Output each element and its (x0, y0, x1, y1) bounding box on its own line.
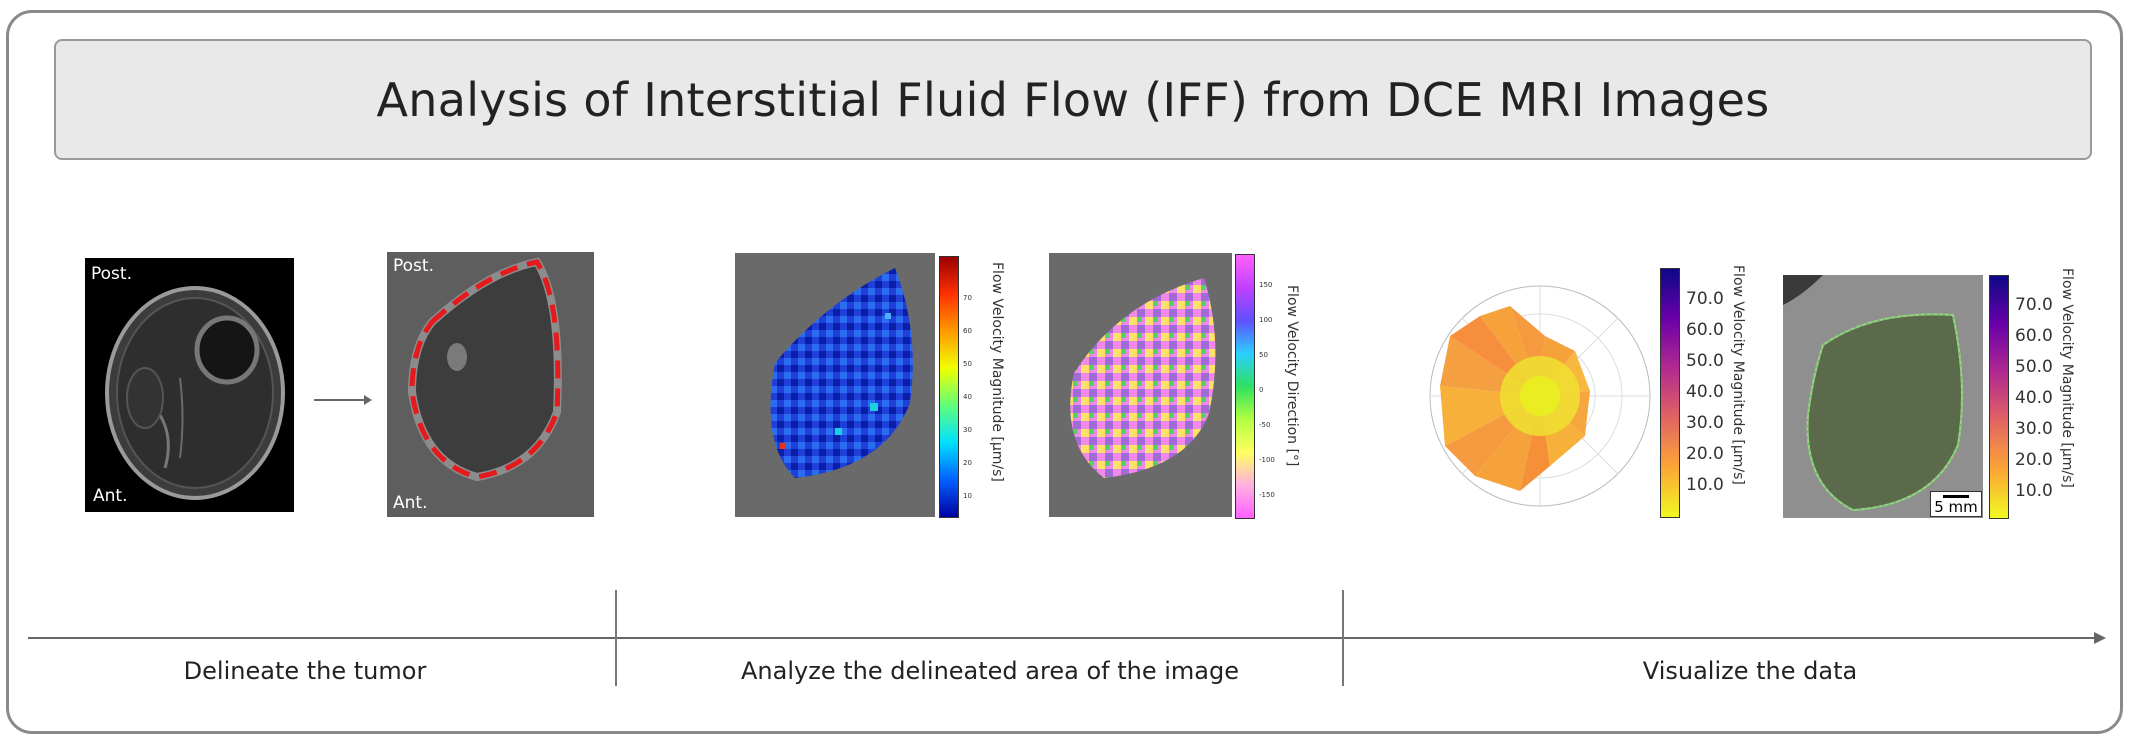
tick-label: 70 (963, 294, 972, 302)
polar-magnitude-colorbar (1660, 268, 1680, 518)
mri-full-image: Post. Ant. (85, 258, 294, 512)
tick-label: 20.0 (2015, 450, 2053, 470)
direction-map-graphic (1070, 278, 1216, 478)
brain-scan-graphic (105, 286, 285, 500)
stage-divider (1342, 590, 1344, 686)
tick-label: 40.0 (1686, 382, 1724, 402)
overlay-vector-graphic (1783, 275, 1983, 518)
anterior-label: Ant. (393, 493, 428, 513)
tick-label: 20.0 (1686, 444, 1724, 464)
tick-label: 40.0 (2015, 388, 2053, 408)
tick-label: 50 (1259, 351, 1268, 359)
direction-colorbar (1235, 254, 1255, 519)
mri-crop-image: Post. Ant. (387, 252, 594, 517)
magnitude-heatmap-graphic (770, 268, 913, 478)
tick-label: 30.0 (2015, 419, 2053, 439)
overlay-colorbar-label: Flow Velocity Magnitude [μm/s] (2059, 268, 2075, 488)
tick-label: 30.0 (1686, 413, 1724, 433)
scale-bar-label: 5 mm (1934, 498, 1978, 516)
tick-label: 70.0 (2015, 295, 2053, 315)
tick-label: 50 (963, 360, 972, 368)
tick-label: 70.0 (1686, 289, 1724, 309)
magnitude-colorbar-label: Flow Velocity Magnitude [μm/s] (989, 262, 1005, 482)
posterior-label: Post. (393, 256, 434, 276)
tick-label: 0 (1259, 386, 1264, 394)
polar-colorbar-label: Flow Velocity Magnitude [μm/s] (1730, 265, 1746, 485)
tick-label: 50.0 (1686, 351, 1724, 371)
tick-label: 60 (963, 327, 972, 335)
tick-label: -150 (1259, 491, 1275, 499)
stage-delineate: Delineate the tumor (183, 657, 427, 685)
direction-colorbar-label: Flow Velocity Direction [°] (1284, 285, 1300, 467)
overlay-magnitude-colorbar (1989, 275, 2009, 519)
stage-divider (615, 590, 617, 686)
tick-label: 10.0 (1686, 475, 1724, 495)
direction-tick-labels: 150 100 50 0 -50 -100 -150 (1259, 268, 1275, 513)
overlay-tick-labels: 70.0 60.0 50.0 40.0 30.0 20.0 10.0 (2015, 290, 2053, 507)
tick-label: 20 (963, 459, 972, 467)
magnitude-tick-labels: 70 60 50 40 30 20 10 (963, 282, 972, 513)
tick-label: 10.0 (2015, 481, 2053, 501)
tick-label: 60.0 (2015, 326, 2053, 346)
stage-analyze: Analyze the delineated area of the image (741, 657, 1239, 685)
tick-label: 150 (1259, 281, 1273, 289)
tick-label: 100 (1259, 316, 1273, 324)
stage-visualize: Visualize the data (1642, 657, 1858, 685)
tumor-outline-graphic (407, 257, 562, 482)
scale-bar-line (1943, 495, 1969, 498)
magnitude-map (735, 253, 935, 517)
direction-map (1049, 253, 1232, 517)
polar-tick-labels: 70.0 60.0 50.0 40.0 30.0 20.0 10.0 (1686, 284, 1724, 501)
tick-label: 40 (963, 393, 972, 401)
figure-title: Analysis of Interstitial Fluid Flow (IFF… (376, 72, 1770, 127)
tick-label: 10 (963, 492, 972, 500)
tick-label: -100 (1259, 456, 1275, 464)
polar-rose-plot (1429, 285, 1651, 507)
arrow-right-icon (314, 395, 372, 405)
scale-bar: 5 mm (1930, 491, 1982, 517)
overlay-map: 5 mm (1783, 275, 1983, 518)
title-banner: Analysis of Interstitial Fluid Flow (IFF… (54, 39, 2092, 160)
magnitude-colorbar (939, 256, 959, 518)
tick-label: 60.0 (1686, 320, 1724, 340)
tick-label: 50.0 (2015, 357, 2053, 377)
tick-label: 30 (963, 426, 972, 434)
anterior-label: Ant. (93, 486, 128, 506)
timeline-arrow (28, 632, 2106, 644)
posterior-label: Post. (91, 264, 132, 284)
tick-label: -50 (1259, 421, 1271, 429)
